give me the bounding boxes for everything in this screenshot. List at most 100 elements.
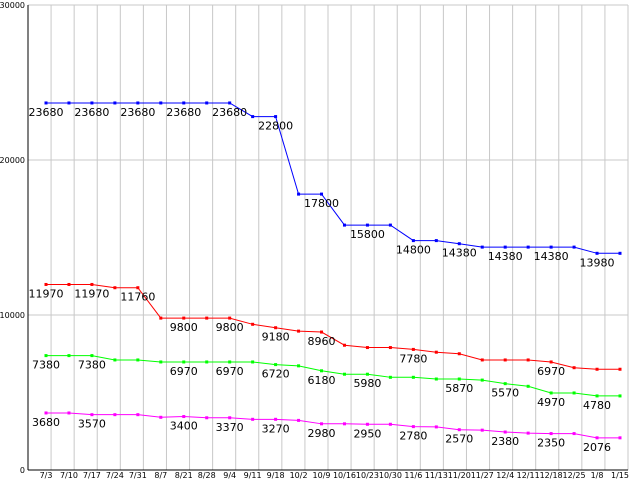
data-point	[159, 316, 163, 320]
data-label: 7380	[78, 359, 106, 372]
data-point	[618, 367, 622, 371]
data-point	[618, 394, 622, 398]
x-tick-label: 7/24	[106, 471, 124, 480]
data-point	[44, 354, 48, 358]
data-point	[503, 358, 507, 362]
x-tick-label: 11/13	[425, 471, 448, 480]
data-point	[182, 316, 186, 320]
data-point	[595, 367, 599, 371]
data-point	[572, 432, 576, 436]
data-point	[67, 101, 71, 105]
data-point	[205, 416, 209, 420]
data-point	[365, 346, 369, 350]
data-point	[113, 358, 117, 362]
data-point	[159, 101, 163, 105]
x-tick-label: 10/9	[313, 471, 331, 480]
data-label: 2350	[537, 437, 565, 450]
data-point	[457, 428, 461, 432]
data-label: 14380	[442, 247, 477, 260]
x-tick-label: 1/15	[611, 471, 629, 480]
data-label: 2950	[353, 427, 381, 440]
x-tick-label: 10/23	[356, 471, 379, 480]
data-label: 3400	[170, 420, 198, 433]
data-label: 6970	[170, 365, 198, 378]
x-tick-label: 10/16	[333, 471, 356, 480]
data-label: 11970	[29, 287, 64, 300]
y-tick-label: 0	[20, 466, 25, 475]
data-point	[434, 377, 438, 381]
data-label: 2780	[399, 430, 427, 443]
data-label: 2076	[583, 441, 611, 454]
data-point	[297, 418, 301, 422]
data-point	[595, 394, 599, 398]
x-tick-labels: 7/3 7/10 7/17 7/24 7/31 8/7 8/21 8/28 9/4 9/11 9/1…	[40, 471, 629, 480]
x-tick-label: 12/11	[517, 471, 540, 480]
data-point	[434, 425, 438, 429]
data-label: 5870	[445, 382, 473, 395]
data-point	[549, 245, 553, 249]
data-labels: 23680 23680 23680 23680 23680 22800 17800 15800…	[29, 106, 615, 454]
data-point	[526, 384, 530, 388]
data-point	[388, 346, 392, 350]
data-label: 6180	[308, 374, 336, 387]
data-point	[228, 360, 232, 364]
data-point	[205, 360, 209, 364]
data-point	[549, 391, 553, 395]
data-label: 14800	[396, 244, 431, 257]
data-point	[90, 282, 94, 286]
data-point	[251, 360, 255, 364]
data-point	[274, 115, 278, 119]
data-label: 7780	[399, 352, 427, 365]
data-point	[251, 417, 255, 421]
data-point	[388, 375, 392, 379]
data-point	[457, 377, 461, 381]
data-label: 6720	[262, 368, 290, 381]
data-point	[90, 413, 94, 417]
data-label: 5980	[353, 377, 381, 390]
x-tick-label: 7/31	[129, 471, 147, 480]
data-point	[388, 223, 392, 227]
data-point	[274, 326, 278, 330]
data-label: 3570	[78, 418, 106, 431]
data-point	[411, 425, 415, 429]
data-point	[457, 352, 461, 356]
data-point	[113, 413, 117, 417]
data-point	[159, 415, 163, 419]
data-point	[136, 358, 140, 362]
data-point	[113, 101, 117, 105]
data-label: 2380	[491, 435, 519, 448]
data-point	[297, 364, 301, 368]
data-point	[342, 422, 346, 426]
data-point	[136, 286, 140, 290]
y-tick-label: 20000	[0, 156, 25, 165]
data-point	[320, 192, 324, 196]
data-point	[503, 245, 507, 249]
data-point	[526, 358, 530, 362]
data-point	[595, 251, 599, 255]
data-point	[342, 372, 346, 376]
data-point	[480, 378, 484, 382]
data-point	[297, 192, 301, 196]
data-point	[503, 430, 507, 434]
data-label: 17800	[304, 197, 339, 210]
data-label: 5570	[491, 387, 519, 400]
data-label: 14380	[488, 250, 523, 263]
data-point	[44, 282, 48, 286]
series-lines	[44, 101, 622, 440]
data-point	[113, 286, 117, 290]
data-point	[251, 322, 255, 326]
data-point	[434, 350, 438, 354]
data-point	[67, 411, 71, 415]
data-label: 13980	[580, 256, 615, 269]
data-label: 6970	[537, 365, 565, 378]
data-point	[526, 245, 530, 249]
data-point	[67, 282, 71, 286]
x-tick-label: 9/18	[267, 471, 285, 480]
data-point	[365, 223, 369, 227]
data-point	[480, 358, 484, 362]
x-tick-label: 12/25	[563, 471, 586, 480]
data-label: 23680	[74, 106, 109, 119]
data-point	[320, 330, 324, 334]
